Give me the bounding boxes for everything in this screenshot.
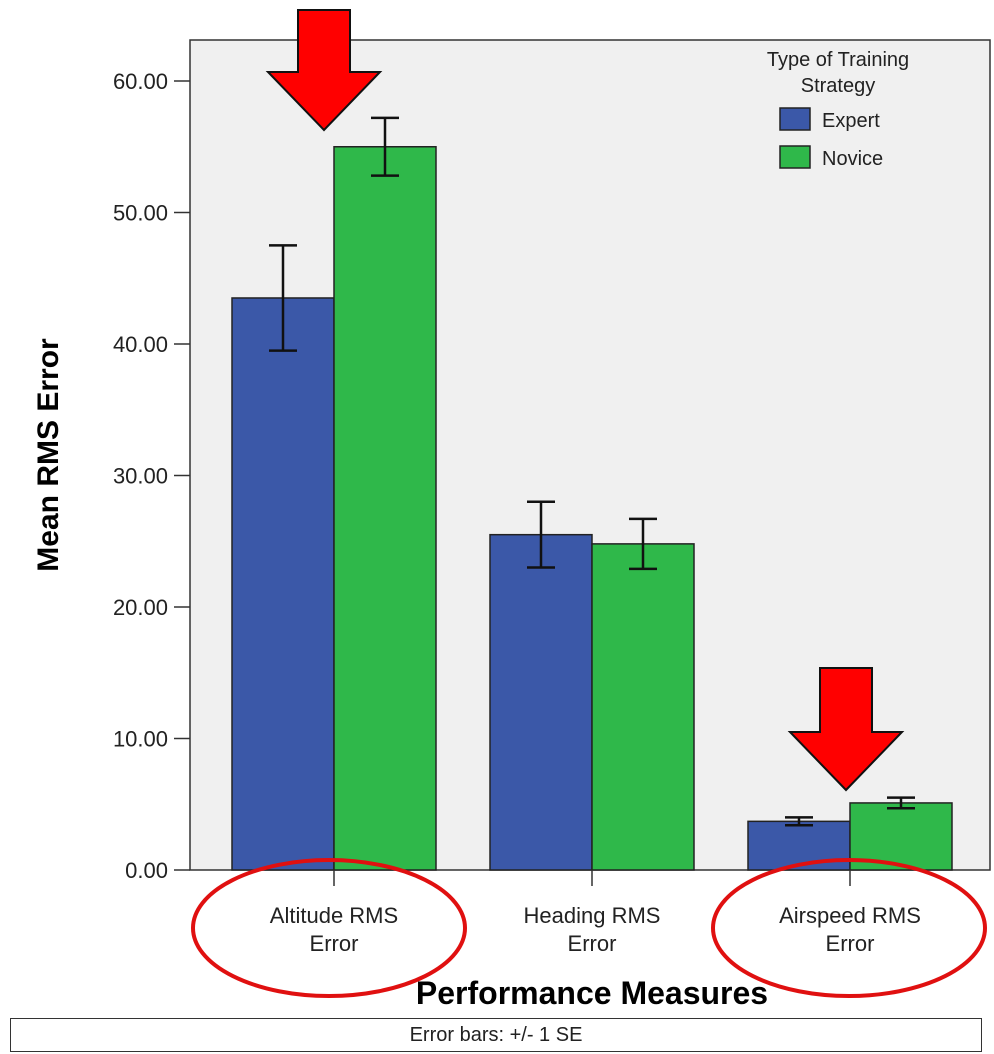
error-bars-footnote: Error bars: +/- 1 SE — [10, 1018, 982, 1052]
x-category-label: Airspeed RMS — [779, 903, 921, 928]
y-tick-label: 0.00 — [125, 858, 168, 883]
y-axis-title: Mean RMS Error — [32, 338, 65, 572]
bar-expert-0 — [231, 297, 335, 871]
y-tick-label: 50.00 — [113, 201, 168, 226]
red-circle-icon — [711, 858, 987, 998]
legend-swatch — [779, 107, 811, 131]
bar-novice-0 — [333, 146, 437, 871]
bar-novice-1 — [591, 543, 695, 871]
x-category-label: Error — [568, 931, 617, 956]
red-arrow-icon — [265, 9, 383, 132]
bar-expert-1 — [489, 533, 593, 871]
legend-title: Strategy — [801, 75, 875, 97]
y-tick-label: 10.00 — [113, 727, 168, 752]
x-category-label: Heading RMS — [524, 903, 661, 928]
annotations — [191, 9, 987, 998]
red-circle-icon — [191, 858, 467, 998]
legend-swatch — [779, 145, 811, 169]
bars — [231, 116, 953, 871]
legend-title: Type of Training — [767, 49, 909, 71]
bar-novice-2 — [849, 802, 953, 871]
y-tick-label: 40.00 — [113, 332, 168, 357]
legend-label: Novice — [822, 148, 883, 170]
legend-label: Expert — [822, 110, 880, 132]
x-category-label: Error — [310, 931, 359, 956]
y-tick-label: 60.00 — [113, 69, 168, 94]
y-axis: 0.00 10.00 20.00 30.00 40.00 50.00 60.00 — [113, 69, 190, 883]
x-category-label: Altitude RMS — [270, 903, 398, 928]
x-category-label: Error — [826, 931, 875, 956]
legend: Type of Training Strategy Expert Novice — [767, 49, 909, 170]
red-arrow-icon — [787, 667, 905, 792]
y-tick-label: 30.00 — [113, 464, 168, 489]
y-tick-label: 20.00 — [113, 595, 168, 620]
x-axis-title: Performance Measures — [416, 975, 768, 1011]
x-axis: Altitude RMS Error Heading RMS Error Airspee… — [270, 870, 921, 956]
